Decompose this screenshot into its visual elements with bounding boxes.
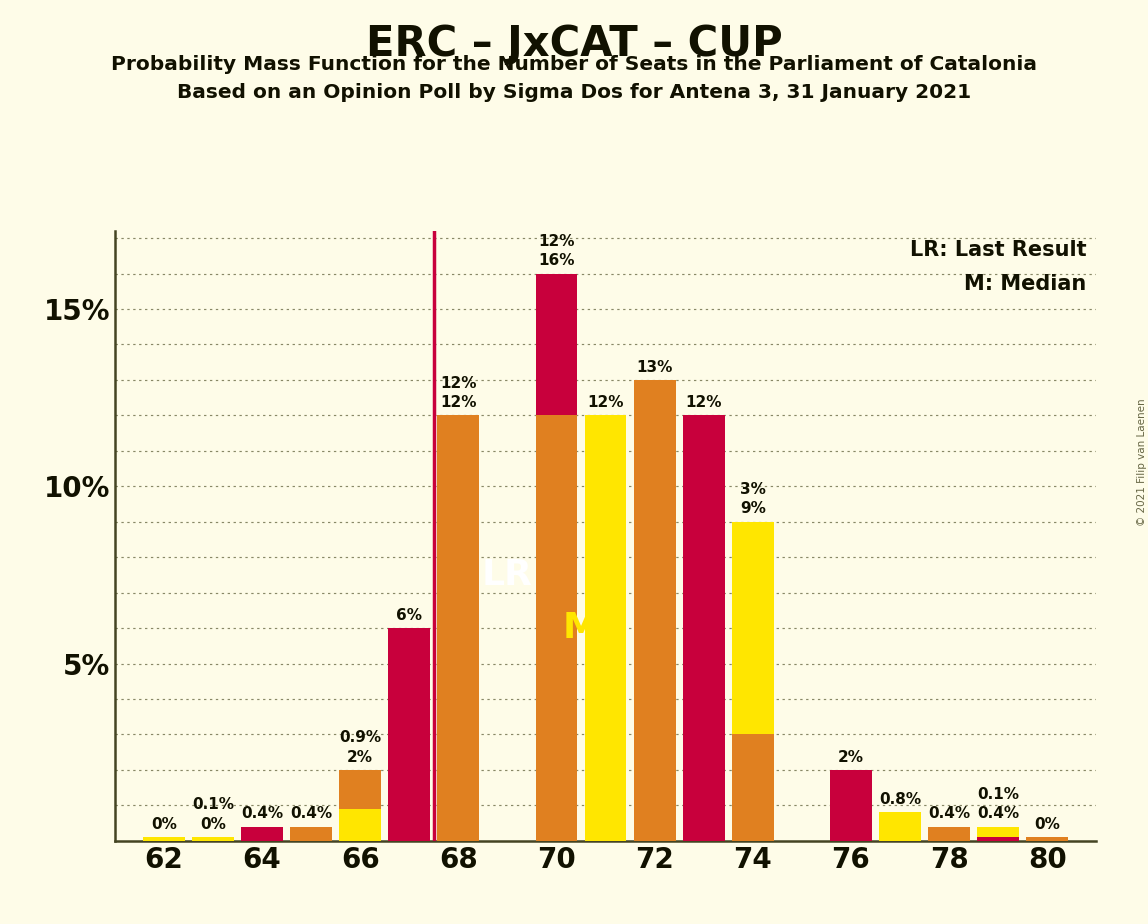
Bar xyxy=(192,837,234,841)
Text: 0.8%: 0.8% xyxy=(879,792,921,808)
Text: 2%: 2% xyxy=(347,749,373,765)
Bar xyxy=(340,770,381,841)
Bar xyxy=(437,416,479,841)
Text: 0%: 0% xyxy=(1034,817,1061,832)
Text: 0.4%: 0.4% xyxy=(241,807,284,821)
Text: 0.1%: 0.1% xyxy=(977,787,1019,802)
Bar xyxy=(144,837,185,841)
Text: LR: LR xyxy=(482,558,533,592)
Text: 16%: 16% xyxy=(538,253,575,268)
Text: 12%: 12% xyxy=(440,395,476,410)
Bar xyxy=(192,837,234,841)
Bar xyxy=(241,827,282,841)
Text: 12%: 12% xyxy=(440,375,476,391)
Bar xyxy=(290,827,332,841)
Text: 0%: 0% xyxy=(200,817,226,832)
Text: 12%: 12% xyxy=(588,395,623,410)
Bar xyxy=(437,416,479,841)
Bar xyxy=(536,274,577,841)
Text: 0.9%: 0.9% xyxy=(339,730,381,745)
Bar xyxy=(830,770,871,841)
Text: 3%: 3% xyxy=(739,482,766,497)
Text: 0.1%: 0.1% xyxy=(192,797,234,812)
Text: Probability Mass Function for the Number of Seats in the Parliament of Catalonia: Probability Mass Function for the Number… xyxy=(111,55,1037,75)
Bar xyxy=(879,812,921,841)
Text: LR: Last Result: LR: Last Result xyxy=(910,240,1086,261)
Bar xyxy=(340,808,381,841)
Bar xyxy=(683,416,724,841)
Text: 9%: 9% xyxy=(739,502,766,517)
Text: 2%: 2% xyxy=(838,749,864,765)
Text: 0.4%: 0.4% xyxy=(977,807,1019,821)
Text: 6%: 6% xyxy=(396,608,422,623)
Text: 0.4%: 0.4% xyxy=(290,807,332,821)
Bar xyxy=(536,416,577,841)
Text: 12%: 12% xyxy=(538,234,575,249)
Bar xyxy=(977,827,1019,841)
Bar xyxy=(584,416,627,841)
Bar xyxy=(929,827,970,841)
Text: 12%: 12% xyxy=(685,395,722,410)
Text: 13%: 13% xyxy=(636,359,673,374)
Text: 0.4%: 0.4% xyxy=(928,807,970,821)
Text: M: M xyxy=(563,611,599,645)
Text: M: Median: M: Median xyxy=(964,274,1086,294)
Text: © 2021 Filip van Laenen: © 2021 Filip van Laenen xyxy=(1138,398,1147,526)
Bar xyxy=(732,522,774,841)
Bar xyxy=(977,837,1019,841)
Text: Based on an Opinion Poll by Sigma Dos for Antena 3, 31 January 2021: Based on an Opinion Poll by Sigma Dos fo… xyxy=(177,83,971,103)
Bar xyxy=(732,735,774,841)
Bar xyxy=(634,380,675,841)
Bar xyxy=(1026,837,1068,841)
Text: 0%: 0% xyxy=(150,817,177,832)
Text: ERC – JxCAT – CUP: ERC – JxCAT – CUP xyxy=(365,23,783,65)
Bar xyxy=(388,628,430,841)
